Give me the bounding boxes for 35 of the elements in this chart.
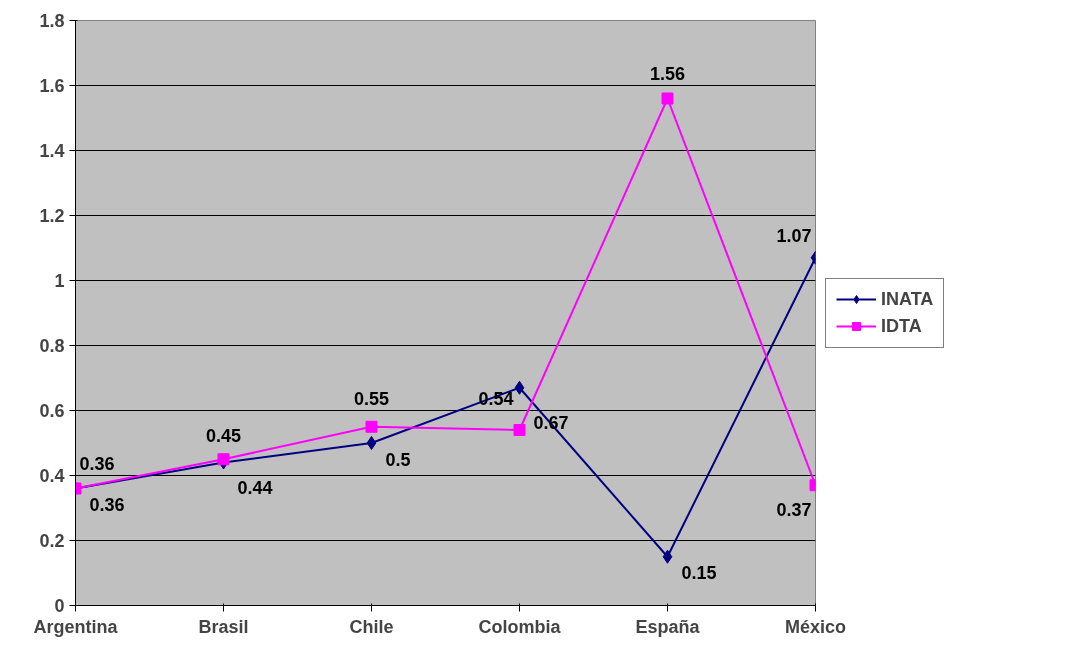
y-tick-label: 0.8 [39, 336, 65, 356]
legend-label: INATA [881, 288, 934, 310]
point [514, 380, 525, 395]
point [661, 92, 674, 105]
x-tick-label: Chile [349, 616, 394, 637]
data-label: 0.44 [237, 478, 273, 498]
point [513, 424, 526, 436]
y-tick-label: 0.4 [39, 466, 65, 486]
data-label: 0.45 [205, 425, 242, 446]
data-label: 0.36 [89, 495, 125, 515]
point [662, 549, 673, 564]
point [217, 453, 230, 466]
data-label: 0.15 [681, 563, 717, 584]
y-tick-label: 0 [54, 596, 65, 616]
x-tick-label: Brasil [198, 616, 249, 637]
y-tick-label: 1.8 [39, 11, 65, 31]
data-label: 0.37 [776, 499, 812, 520]
point [365, 420, 378, 433]
y-tick-label: 1.6 [39, 76, 65, 96]
y-tick-label: 0.6 [39, 401, 65, 421]
legend-label: IDTA [881, 315, 922, 337]
x-tick-label: Argentina [33, 616, 119, 637]
data-label: 1.07 [776, 226, 812, 247]
y-tick-label: 1.2 [39, 206, 65, 226]
x-tick-label: Colombia [478, 616, 562, 637]
y-tick-label: 0.2 [39, 531, 65, 551]
y-tick-label: 1.4 [39, 141, 65, 161]
data-label: 0.36 [79, 454, 115, 474]
y-tick-label: 1 [54, 271, 65, 291]
data-label: 1.56 [649, 64, 686, 84]
data-label: 0.55 [353, 389, 390, 409]
x-tick-label: México [784, 616, 847, 637]
point [366, 436, 377, 450]
data-label: 0.5 [385, 449, 411, 470]
x-tick-label: España [635, 616, 701, 637]
